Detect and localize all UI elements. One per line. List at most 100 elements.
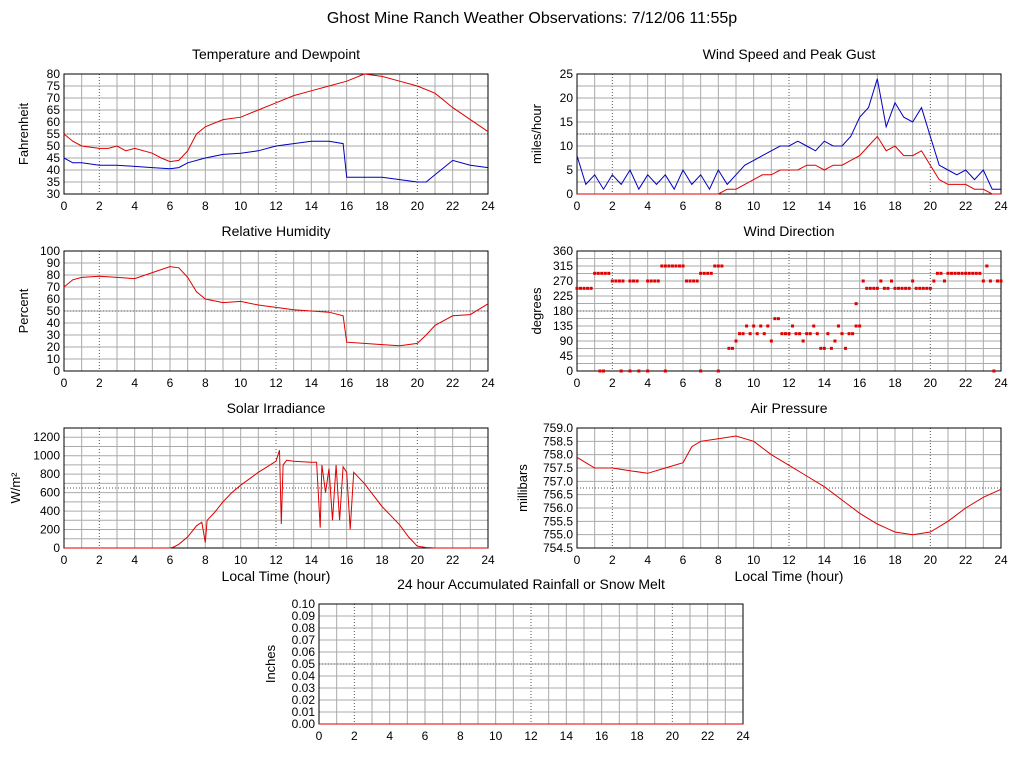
wind-direction-point	[589, 286, 593, 290]
rainfall-xtick-label: 20	[666, 729, 680, 743]
temperature-series-0-line	[63, 73, 489, 163]
wind-direction-point	[854, 324, 858, 328]
wind-direction-point	[653, 279, 657, 283]
temperature-ytick-label: 80	[47, 67, 61, 81]
wind-direction-ytick-label: 180	[553, 304, 573, 318]
wind-direction-point	[660, 264, 664, 268]
rainfall-ytick-label: 0.08	[292, 621, 316, 635]
solar-ytick-label: 1000	[33, 449, 60, 463]
wind-direction-point	[918, 286, 922, 290]
humidity-xtick-label: 4	[131, 376, 138, 390]
humidity-title: Relative Humidity	[222, 223, 331, 239]
wind-direction-point	[646, 279, 650, 283]
wind-direction-point	[773, 317, 777, 321]
wind-direction-point	[819, 346, 823, 350]
rainfall-ytick-label: 0.07	[292, 633, 316, 647]
wind-direction-point	[992, 369, 996, 373]
wind-direction-point	[738, 332, 742, 336]
pressure-xtick-label: 0	[574, 553, 581, 567]
humidity-xtick-label: 6	[167, 376, 174, 390]
humidity-xtick-label: 20	[411, 376, 425, 390]
wind-direction-point	[610, 279, 614, 283]
wind-speed-ytick-label: 10	[560, 139, 574, 153]
temperature-xtick-label: 6	[167, 199, 174, 213]
wind-direction-point	[900, 286, 904, 290]
pressure-xtick-label: 24	[994, 553, 1008, 567]
wind-direction-point	[988, 279, 992, 283]
wind-direction-xtick-label: 24	[994, 376, 1008, 390]
wind-direction-point	[699, 369, 703, 373]
temperature-xtick-label: 0	[61, 199, 68, 213]
humidity-ylabel: Percent	[16, 288, 31, 333]
pressure-xtick-label: 16	[853, 553, 867, 567]
solar-xtick-label: 16	[340, 553, 354, 567]
wind-direction-point	[741, 332, 745, 336]
wind-speed-title: Wind Speed and Peak Gust	[703, 46, 876, 62]
wind-direction-point	[593, 271, 597, 275]
wind-direction-point	[995, 279, 999, 283]
humidity-xtick-label: 0	[61, 376, 68, 390]
wind-direction-point	[840, 332, 844, 336]
wind-speed-xtick-label: 22	[959, 199, 973, 213]
humidity-ytick-label: 80	[47, 268, 61, 282]
wind-direction-ytick-label: 360	[553, 244, 573, 258]
humidity-xtick-label: 22	[446, 376, 460, 390]
pressure-xtick-label: 12	[782, 553, 796, 567]
wind-direction-point	[602, 369, 605, 373]
humidity-xtick-label: 16	[340, 376, 354, 390]
wind-direction-point	[791, 324, 795, 328]
wind-speed-ytick-label: 25	[560, 67, 574, 81]
wind-direction-point	[688, 279, 692, 283]
rainfall-ylabel: Inches	[263, 644, 278, 683]
solar-ytick-label: 800	[40, 467, 60, 481]
temperature-ytick-label: 55	[47, 127, 61, 141]
temperature-xtick-label: 2	[96, 199, 103, 213]
wind-direction-point	[663, 369, 667, 373]
humidity-ytick-label: 60	[47, 292, 61, 306]
wind-direction-xtick-label: 22	[959, 376, 973, 390]
wind-direction-ytick-label: 90	[560, 334, 574, 348]
wind-direction-point	[801, 339, 805, 343]
wind-direction-point	[619, 369, 623, 373]
rainfall-title: 24 hour Accumulated Rainfall or Snow Mel…	[397, 576, 665, 592]
rainfall-xtick-label: 8	[457, 729, 464, 743]
wind-direction-point	[575, 286, 579, 290]
wind-speed-ytick-label: 15	[560, 115, 574, 129]
solar-xtick-label: 12	[269, 553, 283, 567]
pressure-xtick-label: 8	[715, 553, 722, 567]
wind-direction-xtick-label: 8	[715, 376, 722, 390]
wind-direction-point	[766, 324, 770, 328]
humidity-xtick-label: 2	[96, 376, 103, 390]
solar-xtick-label: 0	[61, 553, 68, 567]
wind-speed-xtick-label: 20	[924, 199, 938, 213]
wind-direction-point	[649, 279, 653, 283]
wind-direction-point	[858, 324, 862, 328]
humidity-xtick-label: 14	[305, 376, 319, 390]
wind-direction-point	[635, 279, 639, 283]
pressure-xtick-label: 2	[609, 553, 616, 567]
wind-speed-xtick-label: 6	[680, 199, 687, 213]
temperature-series-1-line	[63, 140, 489, 183]
wind-direction-point	[822, 346, 826, 350]
wind-direction-point	[579, 286, 583, 290]
humidity-ytick-label: 10	[47, 352, 61, 366]
wind-direction-point	[854, 302, 858, 306]
wind-direction-point	[617, 279, 621, 283]
humidity-xtick-label: 24	[481, 376, 495, 390]
solar-xtick-label: 2	[96, 553, 103, 567]
wind-direction-point	[685, 279, 689, 283]
wind-direction-point	[946, 271, 950, 275]
wind-direction-point	[752, 324, 756, 328]
wind-direction-point	[706, 271, 710, 275]
wind-direction-point	[826, 332, 830, 336]
wind-direction-point	[628, 279, 632, 283]
wind-direction-point	[734, 339, 738, 343]
temperature-xtick-label: 22	[446, 199, 460, 213]
wind-direction-point	[875, 286, 879, 290]
solar-ytick-label: 1200	[33, 430, 60, 444]
wind-direction-point	[783, 332, 787, 336]
rainfall-ytick-label: 0.10	[292, 597, 316, 611]
wind-direction-point	[745, 324, 749, 328]
temperature-xtick-label: 8	[202, 199, 209, 213]
